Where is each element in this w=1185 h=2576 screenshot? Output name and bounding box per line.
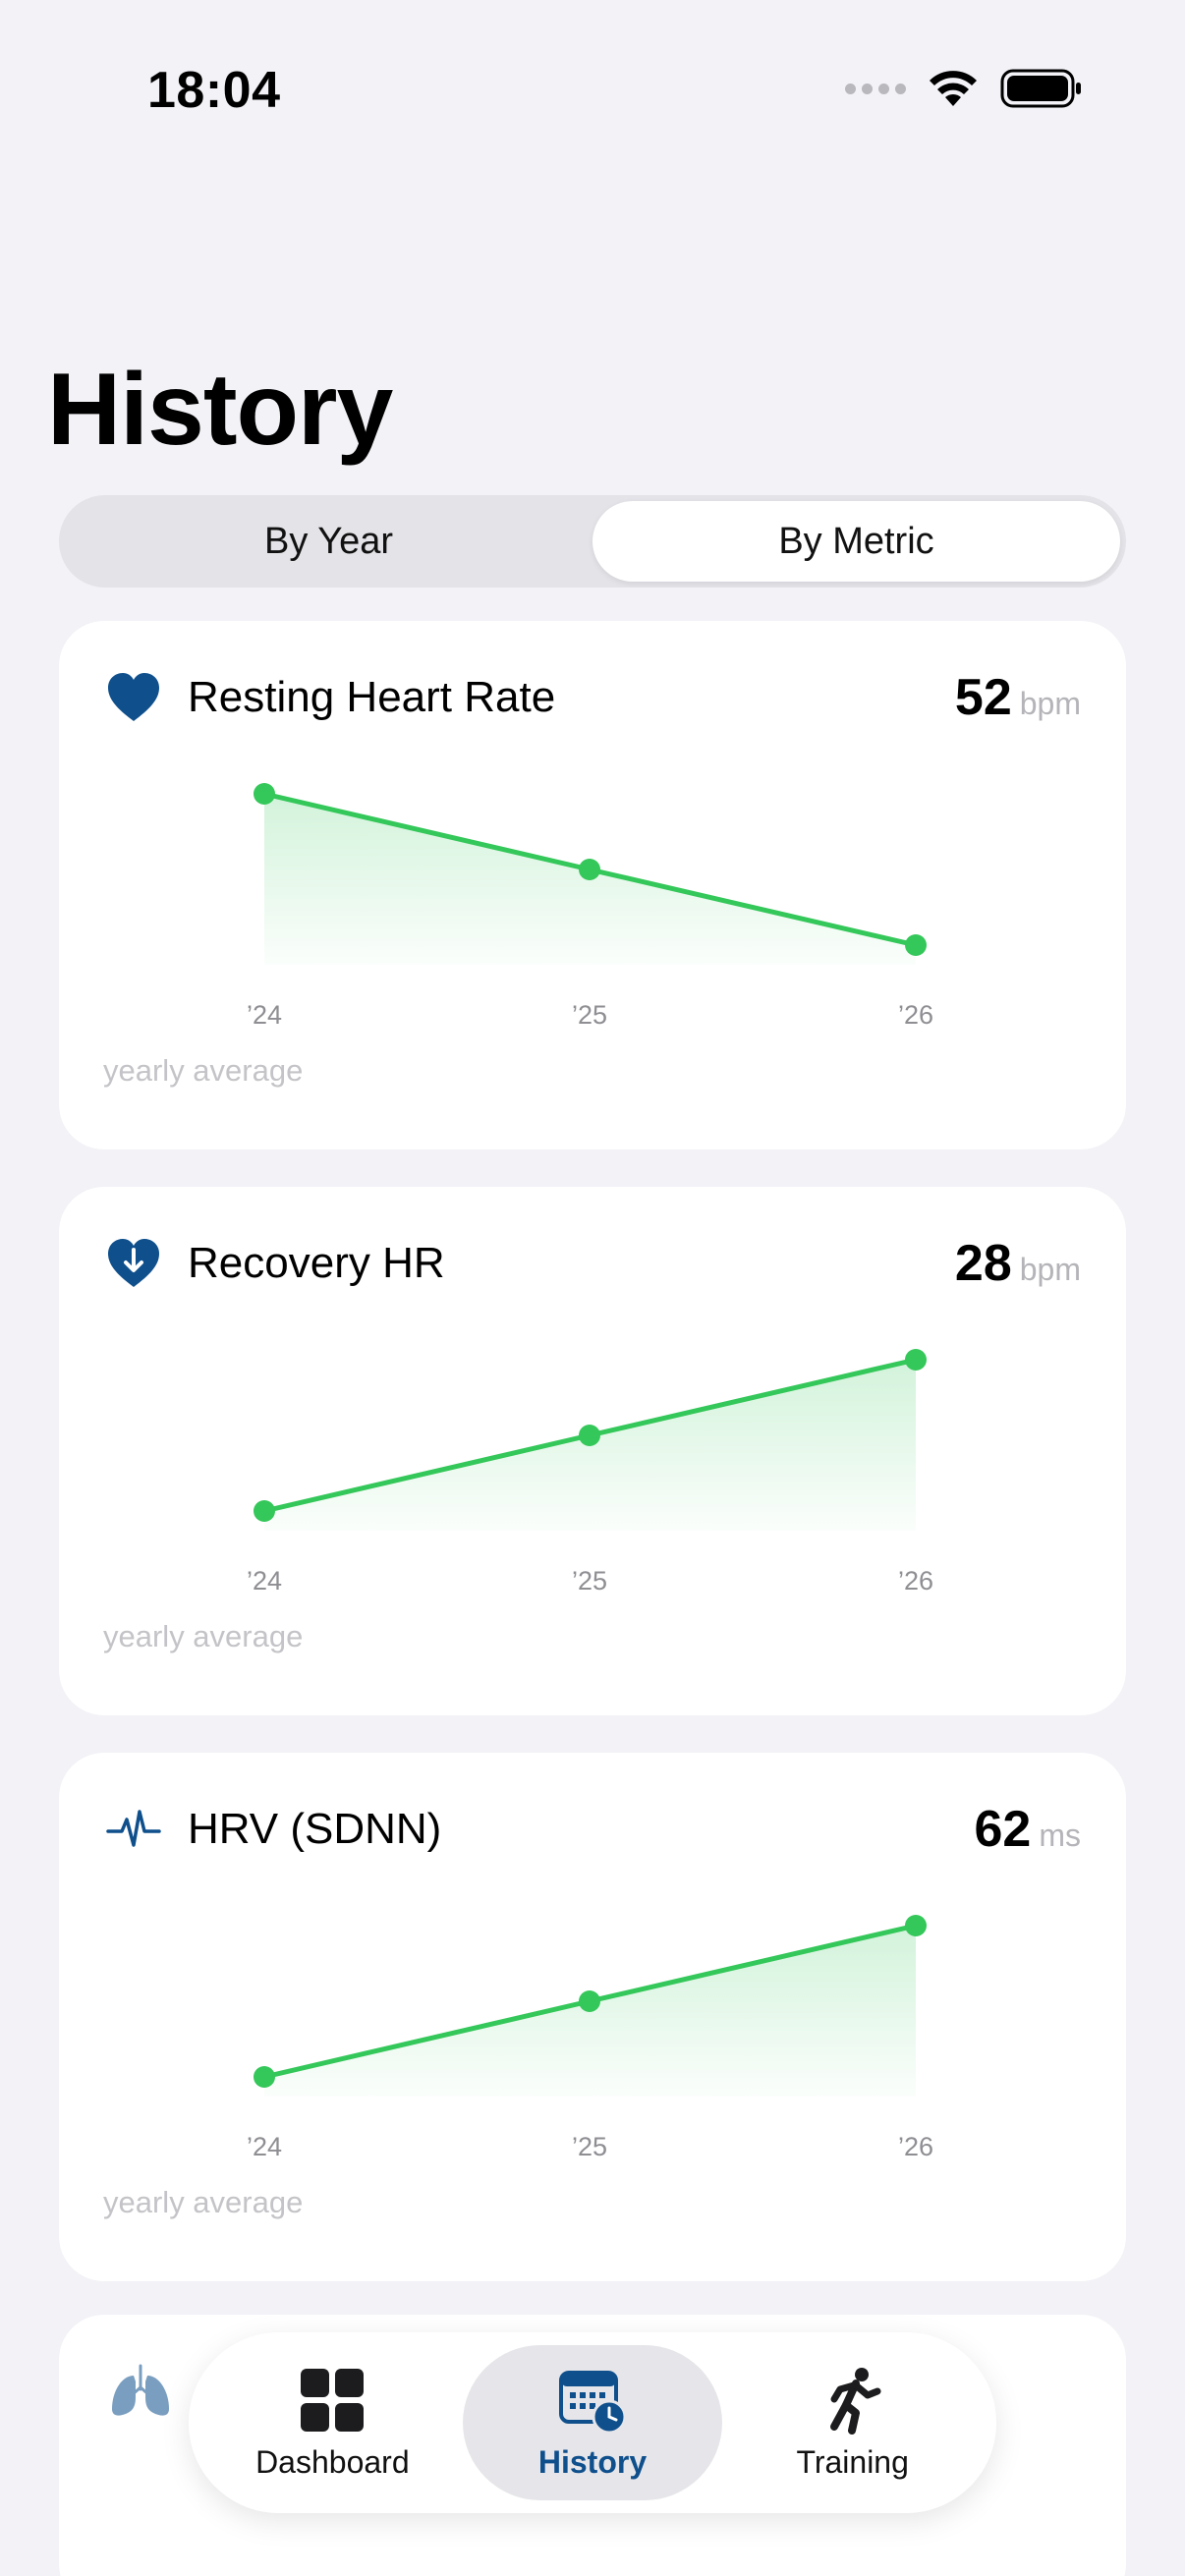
trend-chart: ’24 ’25 ’26 [247,1915,933,2161]
x-tick-label: ’26 [898,1566,933,1596]
value-number: 62 [974,1801,1032,1858]
segment-by-metric[interactable]: By Metric [592,501,1120,582]
trend-chart: ’24 ’25 ’26 [247,1349,933,1596]
card-value: 62 ms [975,1800,1082,1872]
card-footnote: yearly average [103,1619,304,1653]
wifi-icon [930,71,977,106]
x-tick-label: ’24 [247,1000,282,1030]
data-point [905,1349,927,1371]
heart-arrow-down-icon [108,1239,159,1287]
status-icons [845,69,1083,108]
data-point [905,934,927,956]
data-point [254,2066,275,2088]
x-tick-label: ’26 [898,2132,933,2161]
x-tick-label: ’24 [247,2132,282,2161]
battery-icon [1000,69,1081,108]
segment-by-year[interactable]: By Year [264,520,393,562]
value-unit: bpm [1019,686,1081,721]
card-value: 28 bpm [955,1234,1081,1306]
tab-training[interactable]: Training [722,2345,983,2500]
tab-history[interactable]: History [462,2345,723,2500]
view-mode-segmented-control[interactable]: By Year By Metric [59,495,1126,588]
metric-card-hrv-sdnn[interactable]: HRV (SDNN) 62 ms ’24 ’25 ’26 yearly average [59,1753,1126,2281]
card-title: Resting Heart Rate [188,673,556,721]
metric-card-recovery-hr[interactable]: Recovery HR 28 bpm ’24 ’25 ’26 yearly avera… [59,1187,1126,1715]
data-point [905,1915,927,1936]
x-tick-label: ’26 [898,1000,933,1030]
data-point [579,1990,600,2012]
value-number: 52 [954,669,1012,726]
data-point [579,1425,600,1446]
tab-dashboard[interactable]: Dashboard [202,2345,463,2500]
card-value: 52 bpm [955,668,1081,740]
data-point [254,1500,275,1522]
trend-chart: ’24 ’25 ’26 [247,783,933,1030]
card-footnote: yearly average [103,1053,304,1088]
lungs-icon [112,2364,169,2416]
tab-label: Dashboard [255,2443,410,2480]
calendar-clock-icon [559,2370,627,2434]
value-unit: ms [1039,1818,1081,1853]
data-point [579,859,600,880]
page-title: History [47,353,393,467]
grid-icon [301,2368,365,2432]
tab-label: History [537,2443,648,2480]
card-title: Recovery HR [188,1239,445,1287]
tab-label: Training [796,2443,909,2480]
status-bar: 18:04 [0,0,1185,196]
value-number: 28 [954,1235,1012,1292]
value-unit: bpm [1019,1252,1081,1287]
data-point [254,783,275,805]
runner-icon [829,2367,881,2435]
heart-icon [108,673,159,721]
card-footnote: yearly average [103,2185,304,2219]
x-tick-label: ’24 [247,1566,282,1596]
x-tick-label: ’25 [572,1566,607,1596]
card-title: HRV (SDNN) [188,1805,442,1853]
status-time: 18:04 [147,62,281,119]
x-tick-label: ’25 [572,2132,607,2161]
x-tick-label: ’25 [572,1000,607,1030]
cellular-signal-icon [845,83,906,94]
waveform-icon [106,1810,161,1847]
metric-card-resting-heart-rate[interactable]: Resting Heart Rate 52 bpm ’24 ’25 ’26 yearl… [59,621,1126,1149]
tab-bar: Dashboard History Training [189,2332,996,2513]
